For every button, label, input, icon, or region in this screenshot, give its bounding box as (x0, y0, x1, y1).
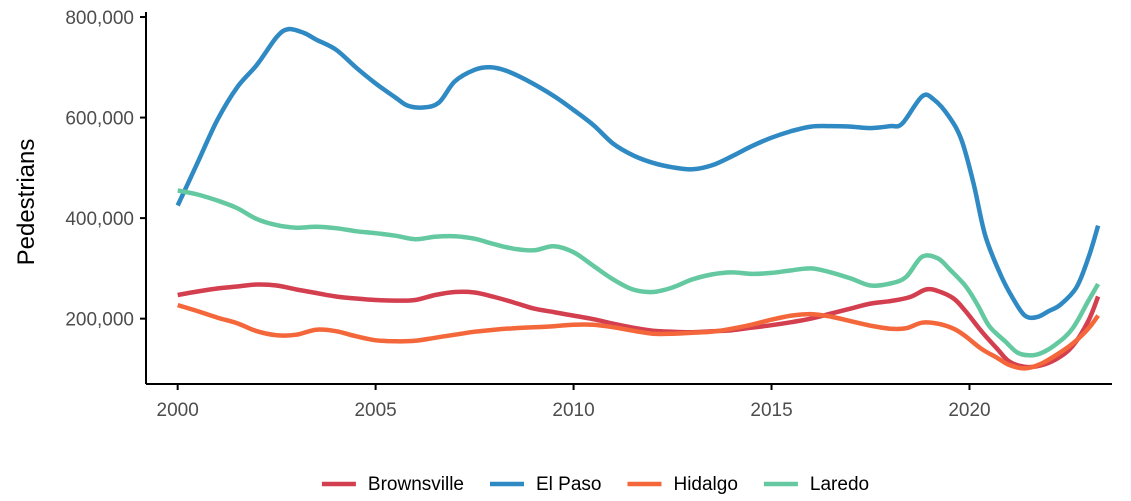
legend: Brownsville El Paso Hidalgo Laredo (321, 474, 869, 495)
x-tick-label: 2010 (552, 400, 594, 421)
x-tick-label: 2015 (750, 400, 792, 421)
legend-label: Laredo (810, 474, 869, 495)
axes (145, 12, 1112, 385)
y-tick-label: 200,000 (65, 310, 134, 331)
series-line-laredo (177, 188, 1101, 358)
series-line-brownsville (177, 282, 1101, 370)
x-tick-label: 2020 (948, 400, 990, 421)
series-lines (175, 26, 1101, 371)
x-axis-ticks: 2000 2005 2010 2015 2020 (157, 384, 991, 421)
y-tick-label: 600,000 (65, 109, 134, 130)
series-line-hidalgo (177, 302, 1100, 371)
series-line-el-paso (175, 26, 1101, 321)
x-tick-label: 2000 (157, 400, 199, 421)
legend-item-laredo: Laredo (763, 474, 869, 495)
legend-item-hidalgo: Hidalgo (627, 474, 738, 495)
y-tick-label: 400,000 (65, 209, 134, 230)
y-axis-title: Pedestrians (13, 139, 40, 266)
legend-label: Brownsville (368, 474, 464, 495)
legend-item-brownsville: Brownsville (321, 474, 464, 495)
legend-item-el-paso: El Paso (490, 474, 601, 495)
y-tick-label: 800,000 (65, 8, 134, 29)
legend-label: Hidalgo (673, 474, 737, 495)
y-axis-ticks: 200,000 400,000 600,000 800,000 (65, 8, 146, 331)
legend-label: El Paso (536, 474, 601, 495)
x-tick-label: 2005 (354, 400, 396, 421)
